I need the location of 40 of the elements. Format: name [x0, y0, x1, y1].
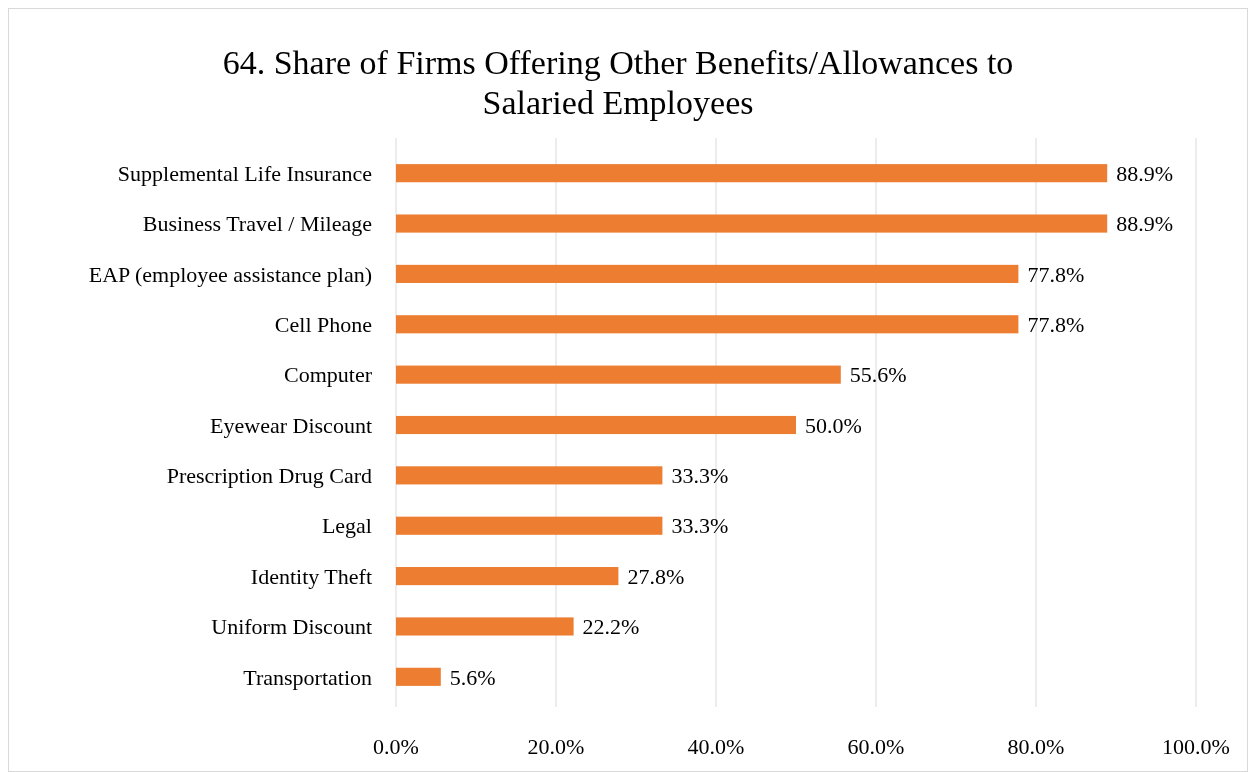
bar [396, 567, 619, 586]
bar [396, 667, 441, 686]
bar [396, 365, 841, 384]
x-tick-label: 80.0% [1007, 734, 1065, 759]
data-label: 88.9% [1116, 211, 1174, 237]
data-label: 5.6% [449, 664, 496, 690]
x-tick-label: 40.0% [687, 734, 745, 759]
bar [396, 164, 1108, 183]
bar [396, 466, 663, 485]
y-tick-label: Identity Theft [250, 563, 372, 589]
y-tick-label: Legal [321, 513, 372, 539]
data-label: 77.8% [1027, 311, 1085, 337]
y-tick-label: Computer [284, 362, 373, 388]
y-tick-label: EAP (employee assistance plan) [88, 261, 372, 287]
data-label: 55.6% [849, 362, 907, 388]
x-tick-label: 100.0% [1162, 734, 1230, 759]
data-label: 77.8% [1027, 261, 1085, 287]
bar [396, 315, 1019, 334]
data-label: 33.3% [671, 513, 729, 539]
data-label: 88.9% [1116, 160, 1174, 186]
bar [396, 516, 663, 535]
bar [396, 415, 796, 435]
data-label: 27.8% [627, 563, 685, 589]
x-tick-label: 0.0% [373, 734, 419, 759]
y-tick-label: Supplemental Life Insurance [117, 160, 372, 186]
y-tick-label: Transportation [243, 664, 372, 690]
x-tick-label: 20.0% [527, 734, 585, 759]
bar [396, 264, 1019, 283]
bar [396, 214, 1108, 233]
y-tick-label: Prescription Drug Card [166, 463, 372, 489]
y-tick-label: Uniform Discount [211, 614, 372, 640]
chart-title: 64. Share of Firms Offering Other Benefits/Allowances to Salaried Employees [222, 44, 1014, 121]
y-tick-label: Eyewear Discount [210, 412, 372, 438]
data-label: 50.0% [805, 412, 862, 438]
data-label: 33.3% [671, 463, 729, 489]
y-tick-label: Business Travel / Mileage [142, 211, 372, 237]
data-label: 22.2% [582, 614, 640, 640]
x-tick-label: 60.0% [847, 734, 905, 759]
bar [396, 617, 574, 636]
y-tick-label: Cell Phone [274, 311, 372, 337]
